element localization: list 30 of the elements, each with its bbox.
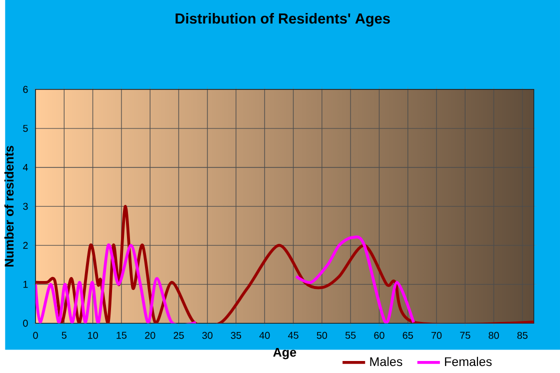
y-tick-label: 1 [23,280,28,288]
legend-label: Males [370,356,402,366]
x-tick-label: 0 [33,332,38,339]
x-tick-label: 20 [145,332,156,339]
x-tick-label: 80 [488,332,499,339]
y-tick-label: 5 [23,124,28,132]
x-tick-label: 55 [345,332,356,339]
x-tick-label: 50 [316,332,328,339]
x-tick-label: 45 [288,332,298,339]
x-tick-label: 85 [517,332,528,339]
legend-label: Females [445,356,492,366]
y-tick-label: 0 [23,320,28,327]
x-tick-label: 70 [432,332,442,339]
x-tick-label: 60 [374,332,384,339]
y-tick-label: 3 [23,202,28,210]
x-tick-label: 15 [116,332,127,339]
x-tick-label: 10 [88,332,98,339]
x-axis-title: Age [273,348,296,360]
x-tick-label: 30 [202,332,212,339]
x-tick-label: 65 [402,332,413,339]
y-tick-label: 6 [23,86,28,93]
y-axis-title: Number of residents [4,146,14,266]
x-tick-label: 75 [460,332,470,339]
x-tick-label: 25 [174,332,184,339]
y-tick-label: 4 [22,164,28,171]
x-tick-label: 35 [230,332,242,339]
x-tick-label: 5 [62,332,66,339]
x-tick-label: 40 [259,332,270,339]
y-tick-label: 2 [23,242,28,249]
chart-title: Distribution of Residents' Ages [176,12,390,27]
